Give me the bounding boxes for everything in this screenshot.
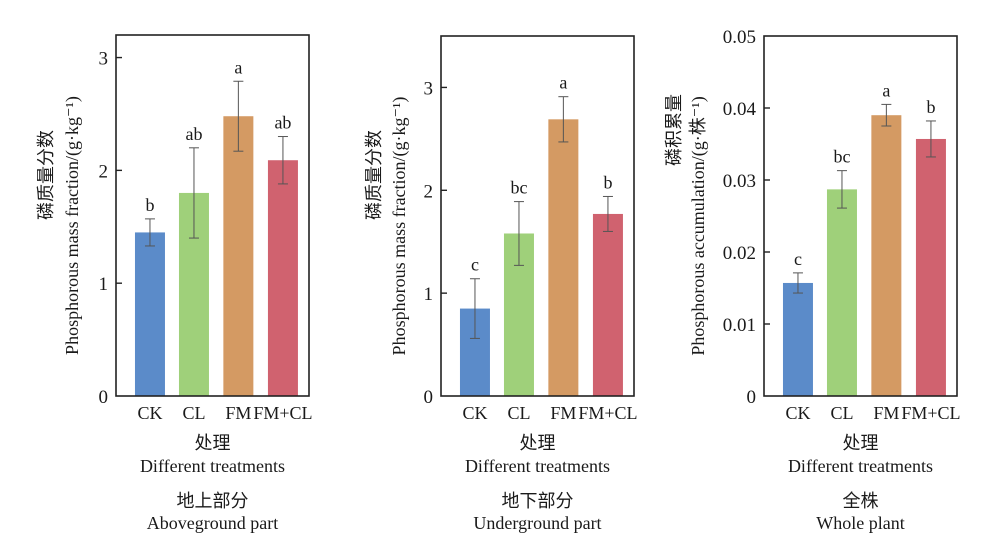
chart3-y-axis-label-en: Phosphorous accumulation/(g·株⁻¹) — [688, 96, 709, 355]
chart3-panel-caption-en: Whole plant — [816, 513, 904, 533]
chart3-error-bar-cl — [836, 170, 847, 209]
chart2-category-label: CL — [507, 403, 530, 423]
chart3-error-bar-fm-cl — [925, 120, 936, 158]
chart2-category-label: FM — [550, 403, 576, 423]
chart3-category-label: FM+CL — [901, 403, 960, 423]
chart1-y-tick-label: 3 — [99, 49, 109, 70]
chart3-significance-label: a — [882, 80, 890, 100]
chart3-error-bar-fm — [881, 103, 892, 127]
chart1-y-axis-label-cn: 磷质量分数 — [36, 130, 56, 220]
chart3-y-tick-label: 0.03 — [723, 171, 756, 192]
chart3-y-axis-label-cn: 磷积累量 — [664, 94, 684, 166]
chart1-significance-label: ab — [185, 124, 202, 144]
chart1-significance-label: a — [234, 57, 242, 77]
chart3-panel-caption-cn: 全株 — [843, 491, 879, 511]
chart2-panel-caption-cn: 地下部分 — [502, 491, 574, 511]
chart3-bar-ck — [782, 282, 813, 396]
chart2-panel-caption-en: Underground part — [473, 513, 601, 533]
chart1-bar-fm — [223, 116, 254, 396]
chart2-error-bar-fm — [558, 96, 569, 143]
chart2-x-axis-label-cn: 处理 — [520, 433, 556, 453]
chart3-bar-cl — [826, 189, 857, 396]
chart2-y-axis-label-cn: 磷质量分数 — [364, 130, 384, 220]
chart3-bar-fm — [871, 115, 902, 396]
chart1-x-axis-label-cn: 处理 — [195, 433, 231, 453]
chart1-error-bar-cl — [188, 147, 199, 239]
chart2-category-label: FM+CL — [578, 403, 637, 423]
chart1-significance-label: ab — [274, 113, 291, 133]
chart2-y-axis-label-en: Phosphorous mass fraction/(g·kg⁻¹) — [389, 97, 410, 356]
chart3-y-tick-label: 0 — [747, 387, 757, 408]
chart2-error-bar-cl — [513, 201, 524, 266]
chart3-significance-label: b — [926, 97, 935, 117]
chart3-error-bar-ck — [792, 272, 803, 294]
chart1-category-label: FM+CL — [253, 403, 312, 423]
chart3-y-tick-label: 0.02 — [723, 243, 756, 264]
chart2-bar-fm — [548, 119, 579, 397]
chart2-y-tick-label: 0 — [424, 387, 434, 408]
chart3-x-axis-label-en: Different treatments — [788, 456, 933, 476]
chart1-error-bar-ck — [144, 218, 155, 247]
chart1-error-bar-fm-cl — [277, 136, 288, 185]
chart1-category-label: CL — [182, 403, 205, 423]
chart3-category-label: CK — [785, 403, 810, 423]
chart3-y-tick-label: 0.04 — [723, 99, 757, 120]
chart2-significance-label: b — [603, 172, 612, 192]
chart2-plot-frame — [440, 35, 635, 397]
chart1-x-axis-label-en: Different treatments — [140, 456, 285, 476]
chart1-y-tick-label: 1 — [99, 274, 109, 295]
chart3-category-label: FM — [873, 403, 899, 423]
chart2-x-axis-label-en: Different treatments — [465, 456, 610, 476]
chart3-plot-frame — [763, 35, 958, 397]
chart1-panel-caption-cn: 地上部分 — [177, 491, 249, 511]
chart2-significance-label: a — [559, 73, 567, 93]
chart1-panel-caption-en: Aboveground part — [147, 513, 278, 533]
chart3-y-tick-label: 0.01 — [723, 315, 756, 336]
chart2-y-tick-label: 2 — [424, 181, 434, 202]
chart3-y-tick-label: 0.05 — [723, 27, 756, 48]
chart3-category-label: CL — [830, 403, 853, 423]
chart1-category-label: FM — [225, 403, 251, 423]
chart2-bar-fm-cl — [592, 213, 623, 396]
chart1-category-label: CK — [137, 403, 162, 423]
chart3-x-axis-label-cn: 处理 — [843, 433, 879, 453]
chart1-error-bar-fm — [233, 80, 244, 152]
chart1-plot-frame — [115, 34, 310, 397]
chart1-significance-label: b — [145, 195, 154, 215]
chart3-significance-label: c — [794, 249, 802, 269]
chart1-y-axis-label-en: Phosphorous mass fraction/(g·kg⁻¹) — [62, 96, 83, 355]
chart2-significance-label: c — [471, 255, 479, 275]
chart1-bar-ck — [134, 232, 165, 396]
chart2-category-label: CK — [462, 403, 487, 423]
chart3-bar-fm-cl — [915, 138, 946, 396]
chart1-bar-fm-cl — [267, 160, 298, 396]
chart2-y-tick-label: 3 — [424, 78, 434, 99]
chart3-significance-label: bc — [833, 147, 850, 167]
chart2-y-tick-label: 1 — [424, 284, 434, 305]
chart2-error-bar-ck — [469, 278, 480, 339]
chart2-error-bar-fm-cl — [602, 195, 613, 232]
chart1-y-tick-label: 0 — [99, 387, 109, 408]
chart1-y-tick-label: 2 — [99, 161, 109, 182]
chart2-significance-label: bc — [510, 178, 527, 198]
